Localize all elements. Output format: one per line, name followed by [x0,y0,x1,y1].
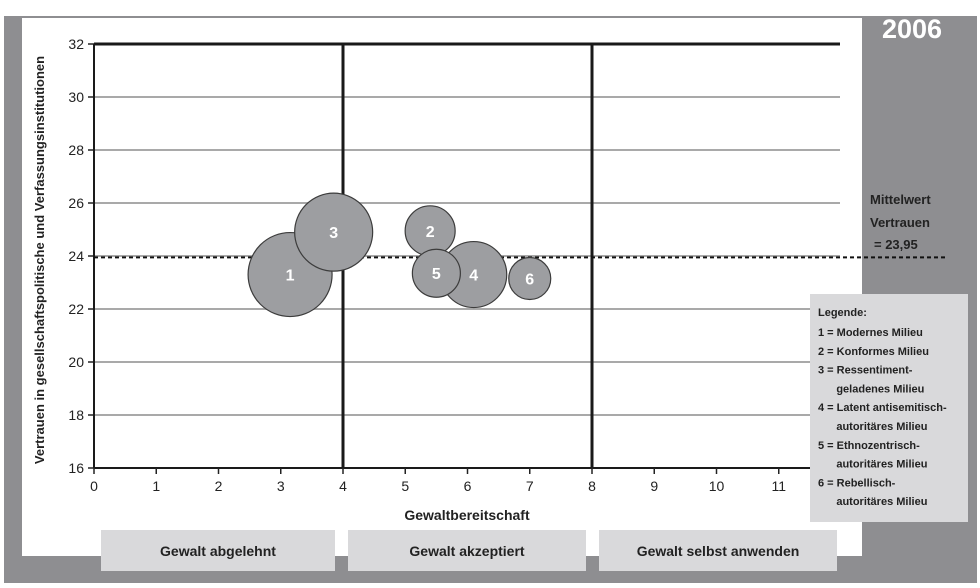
mean-label: Mittelwert Vertrauen = 23,95 [870,192,931,252]
legend-entry: 1 = Modernes Milieu [818,327,923,339]
mean-label-line-2: Vertrauen [870,215,930,230]
band-label: Gewalt akzeptiert [409,543,524,559]
legend-entry: 4 = Latent antisemitisch- [818,402,947,414]
band-box [101,530,335,571]
chart-title: 2006 [882,14,942,44]
bubble-label: 6 [525,272,534,289]
y-tick-label: 20 [68,354,84,370]
x-tick-label: 1 [152,478,160,494]
mean-label-line-1: Mittelwert [870,192,931,207]
x-axis-title: Gewaltbereitschaft [404,507,530,523]
band-box [348,530,586,571]
legend-entry: autoritäres Milieu [818,421,927,433]
legend-title: Legende: [818,307,867,319]
legend-entry: geladenes Milieu [818,383,924,395]
legend-entry: 2 = Konformes Milieu [818,346,929,358]
bubble-point [294,192,374,272]
bubble-label: 3 [329,225,338,242]
x-tick-label: 6 [464,478,472,494]
legend-entries: 1 = Modernes Milieu 2 = Konformes Milieu 3… [818,327,947,508]
x-tick-label: 3 [277,478,285,494]
x-tick-label: 8 [588,478,596,494]
band-label: Gewalt selbst anwenden [637,543,800,559]
x-tick-label: 2 [215,478,223,494]
y-tick-label: 30 [68,89,84,105]
bubble-label: 2 [426,224,435,241]
legend: Legende: 1 = Modernes Milieu 2 = Konforme… [810,294,968,522]
bubble-point [508,256,552,301]
band-layer: Gewalt abgelehnt Gewalt akzeptiert Gewalt … [101,530,837,571]
y-tick-label: 26 [68,195,84,211]
x-tick-label: 4 [339,478,347,494]
bubble-label: 5 [432,266,441,283]
x-tick-label: 11 [771,478,786,494]
legend-entry: 6 = Rebellisch- [818,477,896,489]
x-tick-label: 0 [90,478,98,494]
x-tick-label: 5 [401,478,409,494]
x-tick-label: 9 [650,478,658,494]
legend-entry: 5 = Ethnozentrisch- [818,440,920,452]
bubble-point [411,248,461,298]
y-tick-label: 32 [68,36,84,52]
legend-entry: 3 = Ressentiment- [818,365,913,377]
bubble-label: 4 [469,268,478,285]
x-tick-label: 10 [709,478,725,494]
legend-entry: autoritäres Milieu [818,459,927,471]
mean-label-line-3: = 23,95 [874,237,918,252]
band-box [599,530,837,571]
bubble-layer: 1 3 2 4 5 6 [247,192,552,318]
x-tick-label: 7 [526,478,534,494]
y-tick-label: 22 [68,301,84,317]
y-axis-title: Vertrauen in gesellschaftspolitische und… [32,56,47,464]
legend-entry: autoritäres Milieu [818,496,927,508]
band-label: Gewalt abgelehnt [160,543,276,559]
bubble-label: 1 [286,268,295,285]
y-tick-label: 16 [68,460,84,476]
y-tick-label: 24 [68,248,84,264]
legend-background [810,294,968,522]
y-tick-label: 28 [68,142,84,158]
y-tick-label: 18 [68,407,84,423]
